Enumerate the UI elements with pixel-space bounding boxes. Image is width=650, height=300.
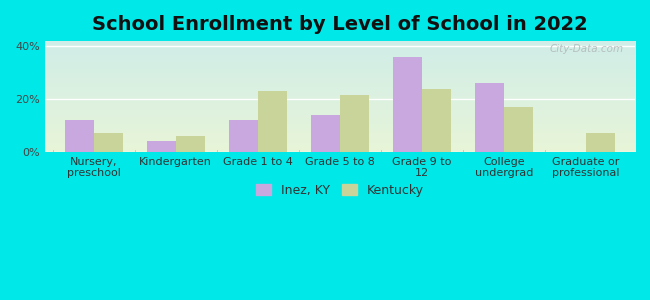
- Bar: [504, 107, 532, 152]
- Bar: [94, 133, 122, 152]
- Bar: [586, 133, 614, 152]
- Bar: [475, 83, 504, 152]
- Bar: [311, 115, 340, 152]
- Text: City-Data.com: City-Data.com: [549, 44, 623, 54]
- Bar: [258, 91, 287, 152]
- Bar: [176, 136, 205, 152]
- Bar: [147, 141, 176, 152]
- Bar: [229, 120, 258, 152]
- Bar: [65, 120, 94, 152]
- Title: School Enrollment by Level of School in 2022: School Enrollment by Level of School in …: [92, 15, 588, 34]
- Legend: Inez, KY, Kentucky: Inez, KY, Kentucky: [252, 180, 428, 201]
- Bar: [422, 88, 450, 152]
- Bar: [340, 95, 369, 152]
- Bar: [393, 57, 422, 152]
